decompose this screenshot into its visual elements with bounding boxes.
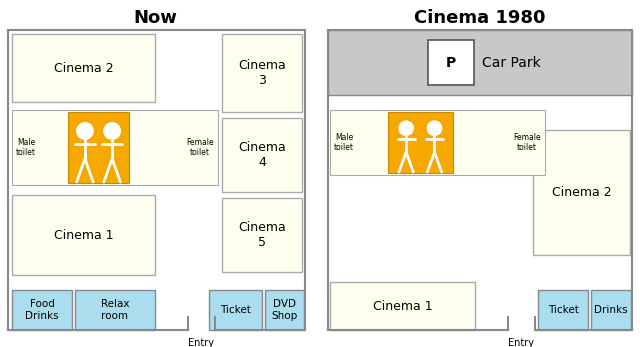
Text: Ticket: Ticket xyxy=(220,305,251,315)
Text: Cinema 2: Cinema 2 xyxy=(54,61,113,75)
Text: Now: Now xyxy=(133,9,177,27)
Bar xyxy=(222,118,302,192)
Text: Female
toilet: Female toilet xyxy=(186,138,214,157)
Bar xyxy=(428,40,474,85)
Text: Cinema
3: Cinema 3 xyxy=(238,59,286,87)
Circle shape xyxy=(399,121,413,135)
Bar xyxy=(68,112,129,183)
Text: Male
toilet: Male toilet xyxy=(16,138,36,157)
Text: Relax
room: Relax room xyxy=(100,299,129,321)
Text: Drinks: Drinks xyxy=(594,305,628,315)
Circle shape xyxy=(428,121,442,135)
Text: Cinema 2: Cinema 2 xyxy=(552,186,611,199)
Text: Car Park: Car Park xyxy=(482,56,541,69)
Bar xyxy=(330,282,475,330)
Bar xyxy=(265,290,304,330)
Text: P: P xyxy=(446,56,456,69)
Bar xyxy=(538,290,588,330)
Text: Cinema
5: Cinema 5 xyxy=(238,221,286,249)
Text: Cinema 1: Cinema 1 xyxy=(372,299,432,313)
Text: Female
toilet: Female toilet xyxy=(513,133,541,152)
Text: Food
Drinks: Food Drinks xyxy=(25,299,59,321)
Text: Entry: Entry xyxy=(508,338,534,347)
Circle shape xyxy=(77,123,93,139)
Bar xyxy=(12,110,218,185)
Bar xyxy=(222,198,302,272)
Bar xyxy=(75,290,155,330)
Text: Cinema
4: Cinema 4 xyxy=(238,141,286,169)
Text: Cinema 1: Cinema 1 xyxy=(54,229,113,242)
Bar xyxy=(12,34,155,102)
Bar xyxy=(222,34,302,112)
Bar xyxy=(330,110,545,175)
Text: Ticket: Ticket xyxy=(548,305,579,315)
Bar xyxy=(591,290,631,330)
Bar xyxy=(328,30,632,95)
Bar xyxy=(388,112,452,173)
Bar xyxy=(533,130,630,255)
Bar xyxy=(12,290,72,330)
Circle shape xyxy=(104,123,120,139)
Bar xyxy=(209,290,262,330)
Text: Male
toilet: Male toilet xyxy=(334,133,354,152)
Text: DVD
Shop: DVD Shop xyxy=(271,299,298,321)
Bar xyxy=(12,195,155,275)
Text: Entry: Entry xyxy=(188,338,214,347)
Text: Cinema 1980: Cinema 1980 xyxy=(414,9,546,27)
